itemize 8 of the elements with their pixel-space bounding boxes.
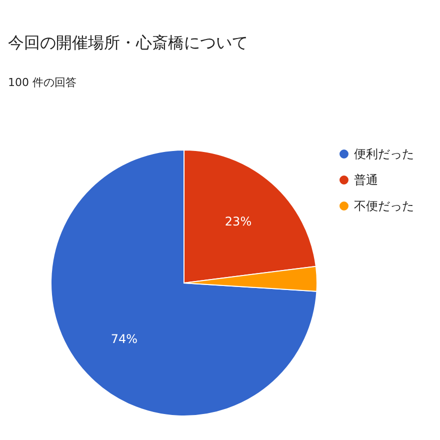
data-label: 23% [224,214,252,229]
pie-slice [50,150,318,416]
chart-subtitle: 100 件の回答 [8,76,76,89]
data-label: 74% [110,332,138,346]
legend-label: 便利だった [354,147,414,161]
legend-label: 普通 [354,173,378,187]
legend-label: 不便だった [354,199,414,213]
chart-title: 今回の開催場所・心斎橋について [8,33,248,52]
